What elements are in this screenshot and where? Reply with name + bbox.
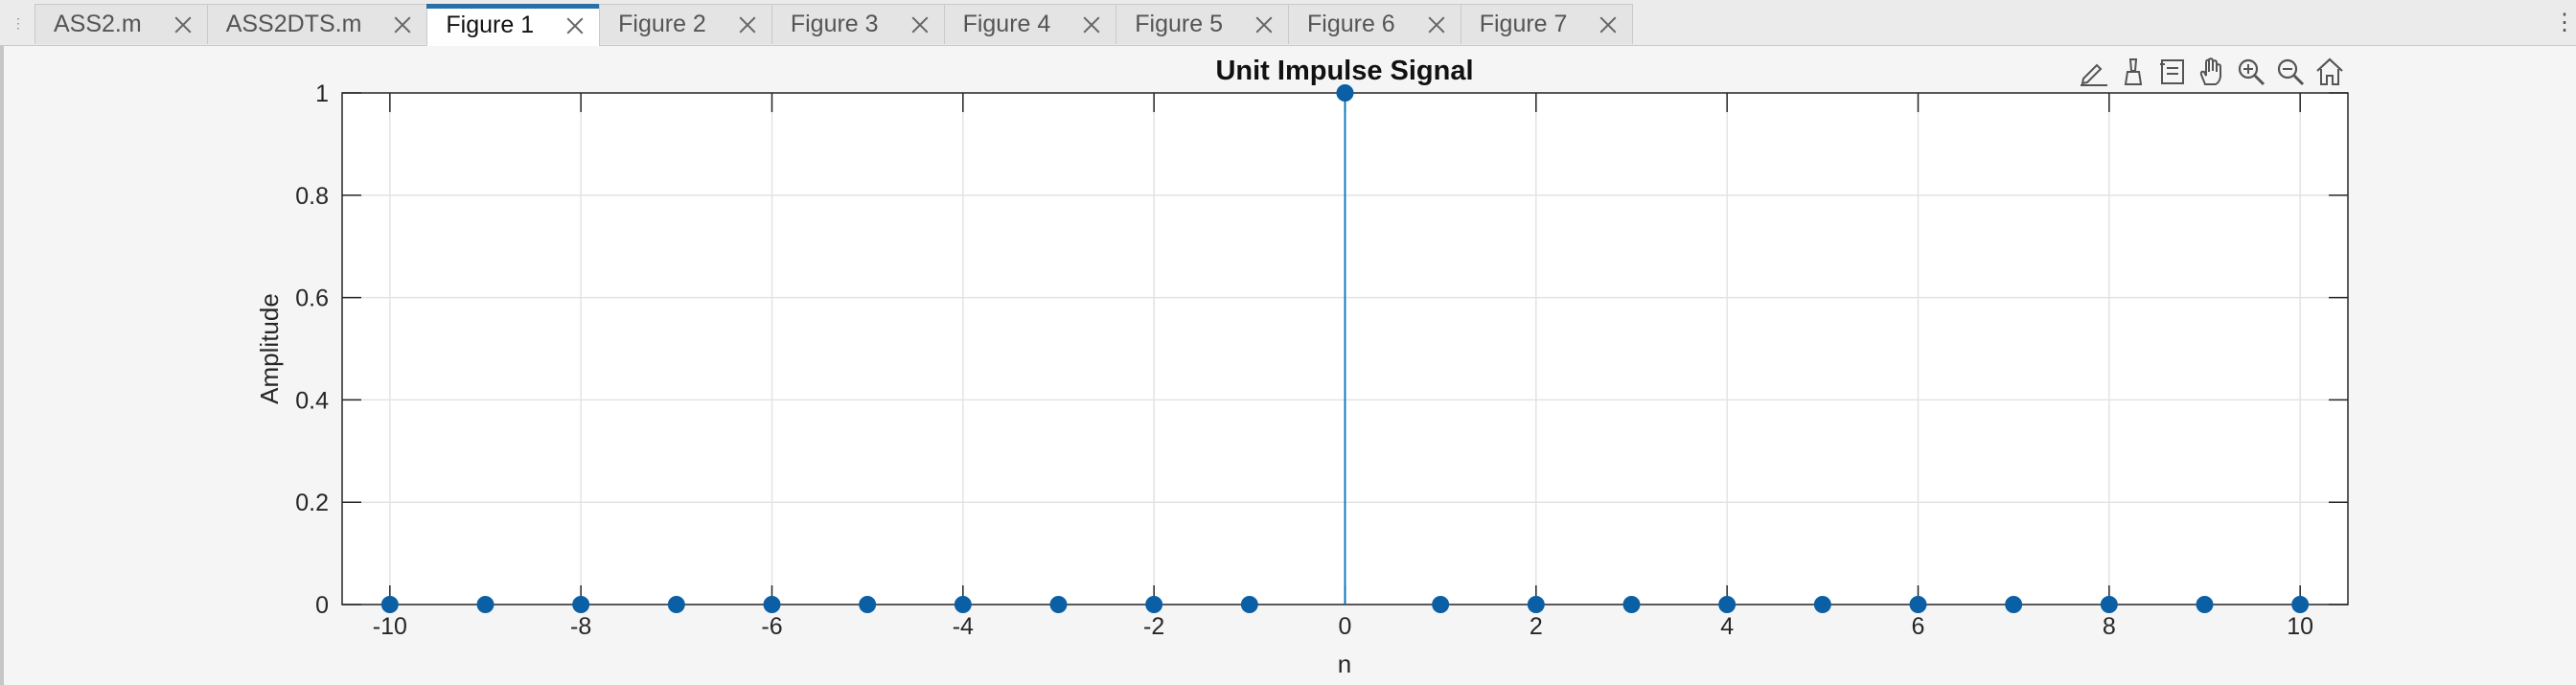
stem-marker <box>1527 596 1545 613</box>
y-tick-label: 0.4 <box>295 387 329 414</box>
y-tick-label: 0.6 <box>295 285 329 312</box>
tab-label: ASS2.m <box>54 11 142 37</box>
stem-series <box>380 84 2310 613</box>
zoom-in-icon[interactable] <box>2235 56 2267 88</box>
x-tick-label: 2 <box>1530 613 1543 640</box>
stem-marker <box>2005 596 2023 613</box>
stem-marker <box>1049 596 1068 613</box>
tab-label: ASS2DTS.m <box>225 11 362 37</box>
figure-tab-bar: ⋮ ASS2.m ASS2DTS.m Figure 1 Figure 2 Figure … <box>0 0 2576 46</box>
tab-figure-6[interactable]: Figure 6 <box>1288 4 1461 44</box>
stem-marker <box>1718 596 1736 613</box>
tab-figure-7[interactable]: Figure 7 <box>1460 4 1634 44</box>
stem-marker <box>763 596 781 613</box>
stem-marker <box>1240 596 1258 613</box>
y-tick-label: 0.8 <box>295 183 329 210</box>
x-tick-label: 8 <box>2103 613 2116 640</box>
tab-ass2-m[interactable]: ASS2.m <box>34 4 208 44</box>
tab-figure-2[interactable]: Figure 2 <box>599 4 772 44</box>
stem-marker <box>572 596 590 613</box>
y-tick-label: 1 <box>315 80 329 107</box>
x-tick-label: -4 <box>953 613 974 640</box>
x-tick-label: 10 <box>2287 613 2313 640</box>
tab-label: Figure 1 <box>446 11 535 38</box>
stem-marker <box>1909 596 1927 613</box>
stem-marker <box>667 596 685 613</box>
stem-marker <box>380 596 399 613</box>
stem-marker <box>2100 596 2118 613</box>
stem-marker <box>1813 596 1831 613</box>
x-tick-label: 0 <box>1339 613 1352 640</box>
tab-label: Figure 4 <box>962 11 1051 37</box>
tab-ass2dts-m[interactable]: ASS2DTS.m <box>206 4 428 44</box>
stem-marker <box>1432 596 1450 613</box>
stem-marker <box>859 596 877 613</box>
stem-marker <box>1336 84 1354 102</box>
edit-plot-icon[interactable] <box>2078 56 2110 88</box>
y-axis-label: Amplitude <box>255 293 284 404</box>
tab-label: Figure 5 <box>1135 11 1223 37</box>
axes-toolbar <box>2078 56 2346 88</box>
x-tick-label: 6 <box>1912 613 1925 640</box>
tab-figure-5[interactable]: Figure 5 <box>1116 4 1289 44</box>
pan-hand-icon[interactable] <box>2196 56 2228 88</box>
home-icon[interactable] <box>2313 56 2346 88</box>
chart-title: Unit Impulse Signal <box>1215 56 1473 86</box>
tick-marks <box>342 92 2348 605</box>
tab-label: Figure 3 <box>790 11 879 37</box>
tab-figure-3[interactable]: Figure 3 <box>770 4 945 44</box>
x-tick-label: -10 <box>373 613 407 640</box>
stem-marker <box>2196 596 2214 613</box>
x-tick-label: -8 <box>570 613 591 640</box>
y-tick-label: 0 <box>315 592 329 619</box>
window-edge <box>0 46 4 685</box>
tab-list: ASS2.m ASS2DTS.m Figure 1 Figure 2 Figure 3 F… <box>34 4 1634 46</box>
stem-marker <box>1145 596 1163 613</box>
y-tick-labels: 0 0.2 0.4 0.6 0.8 1 <box>295 80 329 619</box>
x-tick-labels: -10 -8 -6 -4 -2 0 2 4 6 8 10 <box>373 613 2313 640</box>
x-tick-label: -2 <box>1143 613 1164 640</box>
stem-marker <box>1622 596 1641 613</box>
tab-figure-4[interactable]: Figure 4 <box>943 4 1117 44</box>
brush-icon[interactable] <box>2117 56 2150 88</box>
y-tick-label: 0.2 <box>295 490 329 516</box>
data-tips-icon[interactable] <box>2156 56 2189 88</box>
stem-marker <box>2291 596 2310 613</box>
x-tick-label: -6 <box>761 613 782 640</box>
x-tick-label: 4 <box>1720 613 1734 640</box>
tab-label: Figure 6 <box>1307 11 1395 37</box>
zoom-out-icon[interactable] <box>2274 56 2307 88</box>
tab-label: Figure 7 <box>1479 11 1568 37</box>
stem-marker <box>476 596 494 613</box>
tab-figure-1[interactable]: Figure 1 <box>426 4 601 46</box>
x-axis-label: n <box>1338 650 1351 678</box>
stem-marker <box>954 596 972 613</box>
tab-label: Figure 2 <box>618 11 706 37</box>
